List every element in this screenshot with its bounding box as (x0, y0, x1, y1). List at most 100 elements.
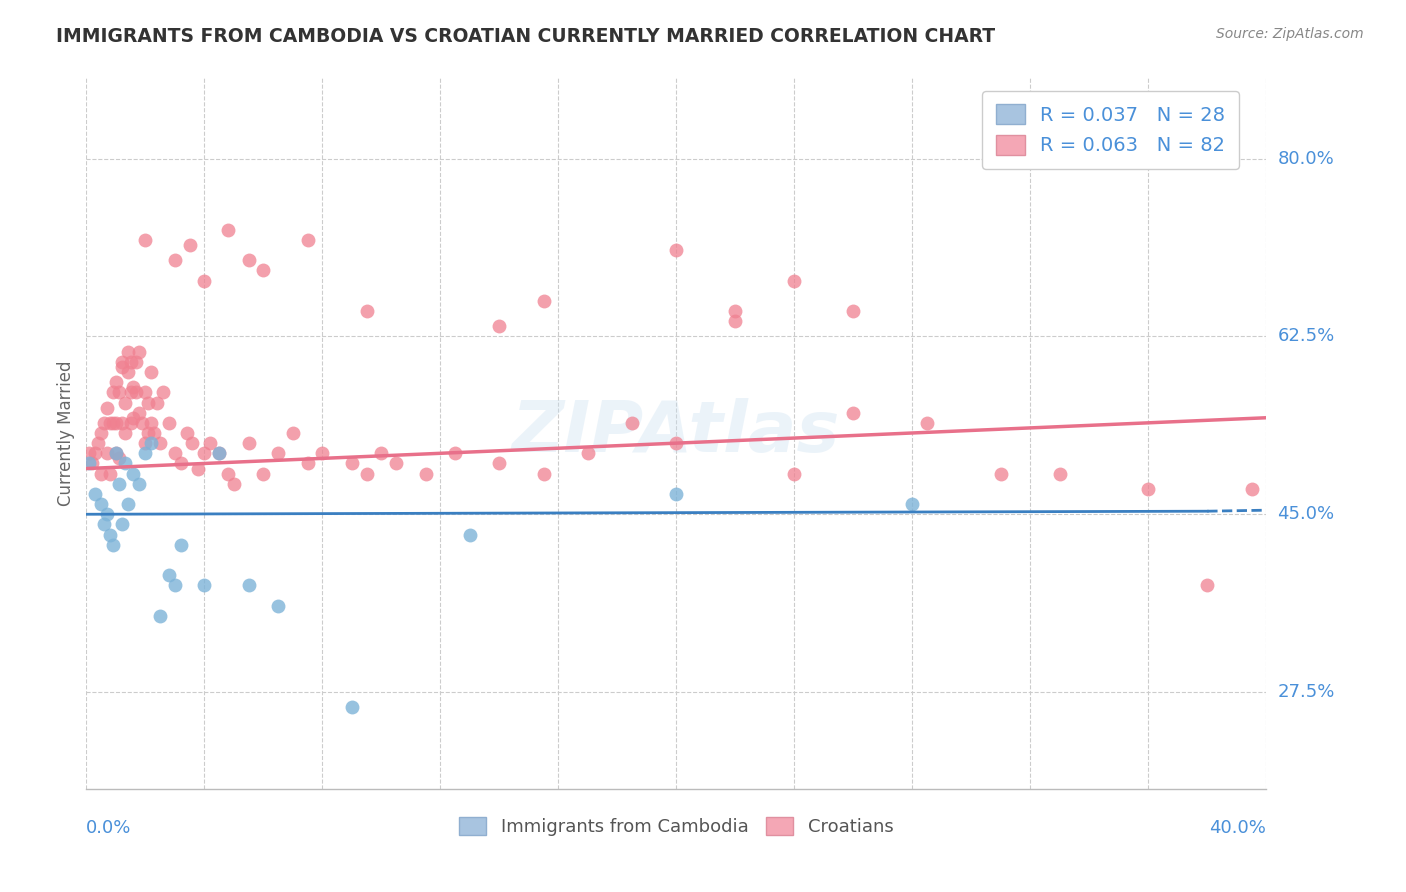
Text: ZIPAtlas: ZIPAtlas (512, 399, 841, 467)
Point (101, 538, 124, 552)
Point (104, 416, 127, 430)
Point (125, 355, 148, 369)
Point (621, 416, 644, 430)
Point (176, 425, 198, 440)
Point (297, 457, 319, 471)
Text: 0.0%: 0.0% (86, 819, 132, 837)
Point (117, 365, 139, 379)
Point (533, 467, 555, 481)
Text: 62.5%: 62.5% (1278, 327, 1334, 345)
Point (1049, 467, 1071, 481)
Point (136, 395, 159, 409)
Point (193, 578, 215, 592)
Point (724, 314, 747, 328)
Point (187, 461, 209, 475)
Point (179, 238, 201, 252)
Text: 80.0%: 80.0% (1278, 150, 1334, 168)
Point (122, 410, 145, 425)
Point (444, 446, 467, 460)
Point (415, 467, 437, 481)
Point (134, 436, 156, 450)
Point (90, 497, 112, 511)
Point (136, 425, 159, 440)
Point (84, 487, 107, 501)
Y-axis label: Currently Married: Currently Married (58, 360, 75, 506)
Point (128, 344, 150, 359)
Text: 40.0%: 40.0% (1209, 819, 1267, 837)
Point (842, 304, 865, 318)
Point (87, 436, 110, 450)
Point (901, 497, 924, 511)
Point (98, 527, 121, 541)
Point (724, 304, 747, 318)
Point (193, 446, 215, 460)
Point (120, 416, 142, 430)
Point (152, 385, 174, 400)
Point (122, 380, 145, 394)
Point (114, 425, 136, 440)
Point (134, 385, 156, 400)
Point (84, 446, 107, 460)
Point (1197, 578, 1219, 592)
Point (311, 446, 333, 460)
Point (252, 467, 274, 481)
Point (267, 599, 290, 613)
Point (281, 425, 304, 440)
Point (267, 446, 290, 460)
Point (665, 436, 688, 450)
Point (356, 467, 378, 481)
Point (783, 274, 806, 288)
Point (141, 416, 163, 430)
Point (385, 457, 408, 471)
Point (120, 355, 142, 369)
Point (356, 304, 378, 318)
Point (533, 293, 555, 308)
Point (488, 319, 510, 334)
Point (77, 446, 100, 460)
Point (107, 451, 129, 466)
Point (217, 467, 239, 481)
Point (222, 476, 245, 491)
Point (107, 476, 129, 491)
Legend: Immigrants from Cambodia, Croatians: Immigrants from Cambodia, Croatians (451, 810, 901, 844)
Point (1240, 482, 1263, 496)
Point (125, 385, 148, 400)
Point (104, 446, 127, 460)
Point (77, 457, 100, 471)
Text: IMMIGRANTS FROM CAMBODIA VS CROATIAN CURRENTLY MARRIED CORRELATION CHART: IMMIGRANTS FROM CAMBODIA VS CROATIAN CUR… (56, 27, 995, 45)
Point (193, 274, 215, 288)
Point (96, 401, 118, 415)
Point (157, 416, 180, 430)
Point (297, 233, 319, 247)
Point (238, 578, 260, 592)
Point (163, 253, 186, 268)
Point (217, 223, 239, 237)
Point (111, 359, 134, 374)
Text: 27.5%: 27.5% (1278, 683, 1334, 701)
Text: Source: ZipAtlas.com: Source: ZipAtlas.com (1216, 27, 1364, 41)
Point (146, 395, 169, 409)
Point (783, 467, 806, 481)
Point (114, 395, 136, 409)
Point (252, 263, 274, 277)
Point (842, 406, 865, 420)
Point (157, 568, 180, 582)
Point (134, 233, 156, 247)
Point (117, 497, 139, 511)
Point (93, 517, 115, 532)
Point (101, 416, 124, 430)
Point (340, 700, 363, 714)
Point (141, 365, 163, 379)
Point (93, 416, 115, 430)
Point (340, 457, 363, 471)
Point (143, 425, 166, 440)
Point (104, 446, 127, 460)
Point (82, 457, 104, 471)
Point (208, 446, 231, 460)
Point (665, 243, 688, 257)
Point (107, 385, 129, 400)
Point (111, 517, 134, 532)
Point (181, 436, 204, 450)
Point (170, 538, 193, 552)
Point (114, 457, 136, 471)
